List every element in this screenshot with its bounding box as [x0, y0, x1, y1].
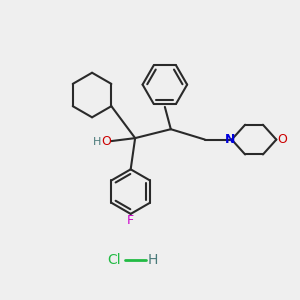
Text: H: H: [148, 253, 158, 267]
Text: Cl: Cl: [107, 253, 121, 267]
Text: F: F: [127, 214, 134, 227]
Text: O: O: [277, 133, 287, 146]
Text: N: N: [225, 133, 236, 146]
Text: H: H: [93, 137, 102, 147]
Text: O: O: [101, 136, 111, 148]
